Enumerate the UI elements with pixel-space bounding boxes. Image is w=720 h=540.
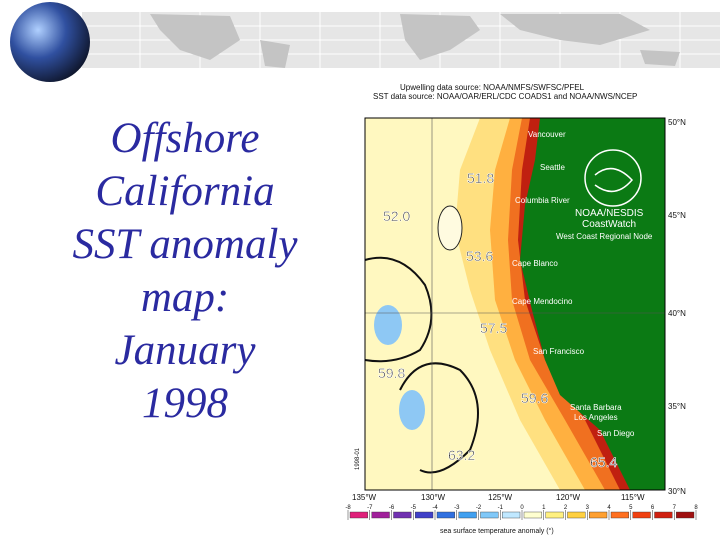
map	[364, 117, 666, 491]
colorbar-tick-label: -8	[345, 505, 351, 511]
colorbar-swatch	[632, 511, 651, 519]
contour-label: 57.5	[480, 320, 507, 336]
colorbar-tick-label: 2	[564, 505, 568, 511]
title-line: SST anomaly	[73, 221, 299, 268]
lat-label: 30°N	[668, 487, 686, 496]
place-label: Santa Barbara	[570, 403, 622, 412]
colorbar-swatch	[349, 511, 368, 519]
place-label: San Diego	[597, 429, 635, 438]
colorbar-swatch	[480, 511, 499, 519]
title-line: California	[95, 168, 274, 215]
side-label: 1998-01	[355, 447, 361, 470]
colorbar-tick-label: -5	[411, 505, 417, 511]
colorbar-tick-label: -6	[389, 505, 395, 511]
colorbar: -8 -7 -6 -5 -4 -3 -2 -1 0 1 2 3 4 5 6 7 8	[345, 505, 698, 520]
colorbar-tick-label: -1	[498, 505, 504, 511]
colorbar-swatch	[589, 511, 608, 519]
globe	[10, 2, 90, 82]
colorbar-tick-label: -7	[367, 505, 373, 511]
colorbar-tick-label: -2	[476, 505, 482, 511]
place-label: Seattle	[540, 163, 565, 172]
title-line: January	[115, 327, 257, 374]
colorbar-tick-label: 8	[694, 505, 698, 511]
colorbar-swatch	[502, 511, 521, 519]
place-label: Columbia River	[515, 196, 570, 205]
contour-label: 51.8	[467, 170, 494, 186]
contour-label: 53.6	[466, 248, 493, 264]
contour-label: 59.8	[378, 365, 405, 381]
colorbar-tick-label: -3	[454, 505, 460, 511]
lon-label: 130°W	[421, 493, 446, 502]
title-line: Offshore	[111, 115, 260, 162]
lon-label: 135°W	[352, 493, 377, 502]
colorbar-tick-label: 5	[629, 505, 633, 511]
title-line: 1998	[142, 380, 229, 427]
place-label: Vancouver	[528, 130, 566, 139]
place-label: San Francisco	[533, 347, 585, 356]
place-label: Cape Blanco	[512, 259, 558, 268]
colorbar-swatch	[458, 511, 477, 519]
contour-label: 52.0	[383, 208, 410, 224]
title-line: map:	[141, 274, 229, 321]
source: Upwelling data source: NOAA/NMFS/SWFSC/P…	[400, 83, 585, 92]
colorbar-tick-label: 4	[607, 505, 611, 511]
place-label: West Coast Regional Node	[556, 232, 653, 241]
colorbar-tick-label: 7	[673, 505, 677, 511]
lon-label: 125°W	[488, 493, 513, 502]
colorbar-swatch	[676, 511, 695, 519]
lat-label: 50°N	[668, 118, 686, 127]
colorbar-tick-label: -4	[432, 505, 438, 511]
colorbar-tick-label: 1	[542, 505, 546, 511]
lon-label: 115°W	[621, 493, 645, 502]
lat-label: 35°N	[668, 402, 686, 411]
place-label: Cape Mendocino	[512, 297, 573, 306]
colorbar-swatch	[393, 511, 412, 519]
colorbar-swatch	[654, 511, 673, 519]
colorbar-tick-label: 0	[520, 505, 524, 511]
lon-label: 120°W	[556, 493, 581, 502]
lat-label: 40°N	[668, 309, 686, 318]
colorbar-tick-label: 6	[651, 505, 655, 511]
colorbar-swatch	[415, 511, 434, 519]
colorbar-tick-label: 3	[586, 505, 590, 511]
place-label: Los Angeles	[574, 413, 618, 422]
contour-label: 65.4	[590, 454, 617, 470]
colorbar-swatch	[371, 511, 390, 519]
colorbar-swatch	[567, 511, 586, 519]
source: SST data source: NOAA/OAR/ERL/CDC COADS1…	[373, 92, 637, 101]
lat-label: 45°N	[668, 211, 686, 220]
colorbar-swatch	[545, 511, 564, 519]
colorbar-swatch	[436, 511, 455, 519]
colorbar-swatch	[610, 511, 629, 519]
contour-label: 59.6	[521, 390, 548, 406]
contour-label: 63.2	[448, 447, 475, 463]
continents	[150, 14, 680, 68]
place-label: NOAA/NESDIS	[575, 208, 644, 219]
place-label: CoastWatch	[582, 219, 636, 230]
legend-caption: sea surface temperature anomaly (°)	[440, 527, 554, 535]
colorbar-swatch	[523, 511, 542, 519]
